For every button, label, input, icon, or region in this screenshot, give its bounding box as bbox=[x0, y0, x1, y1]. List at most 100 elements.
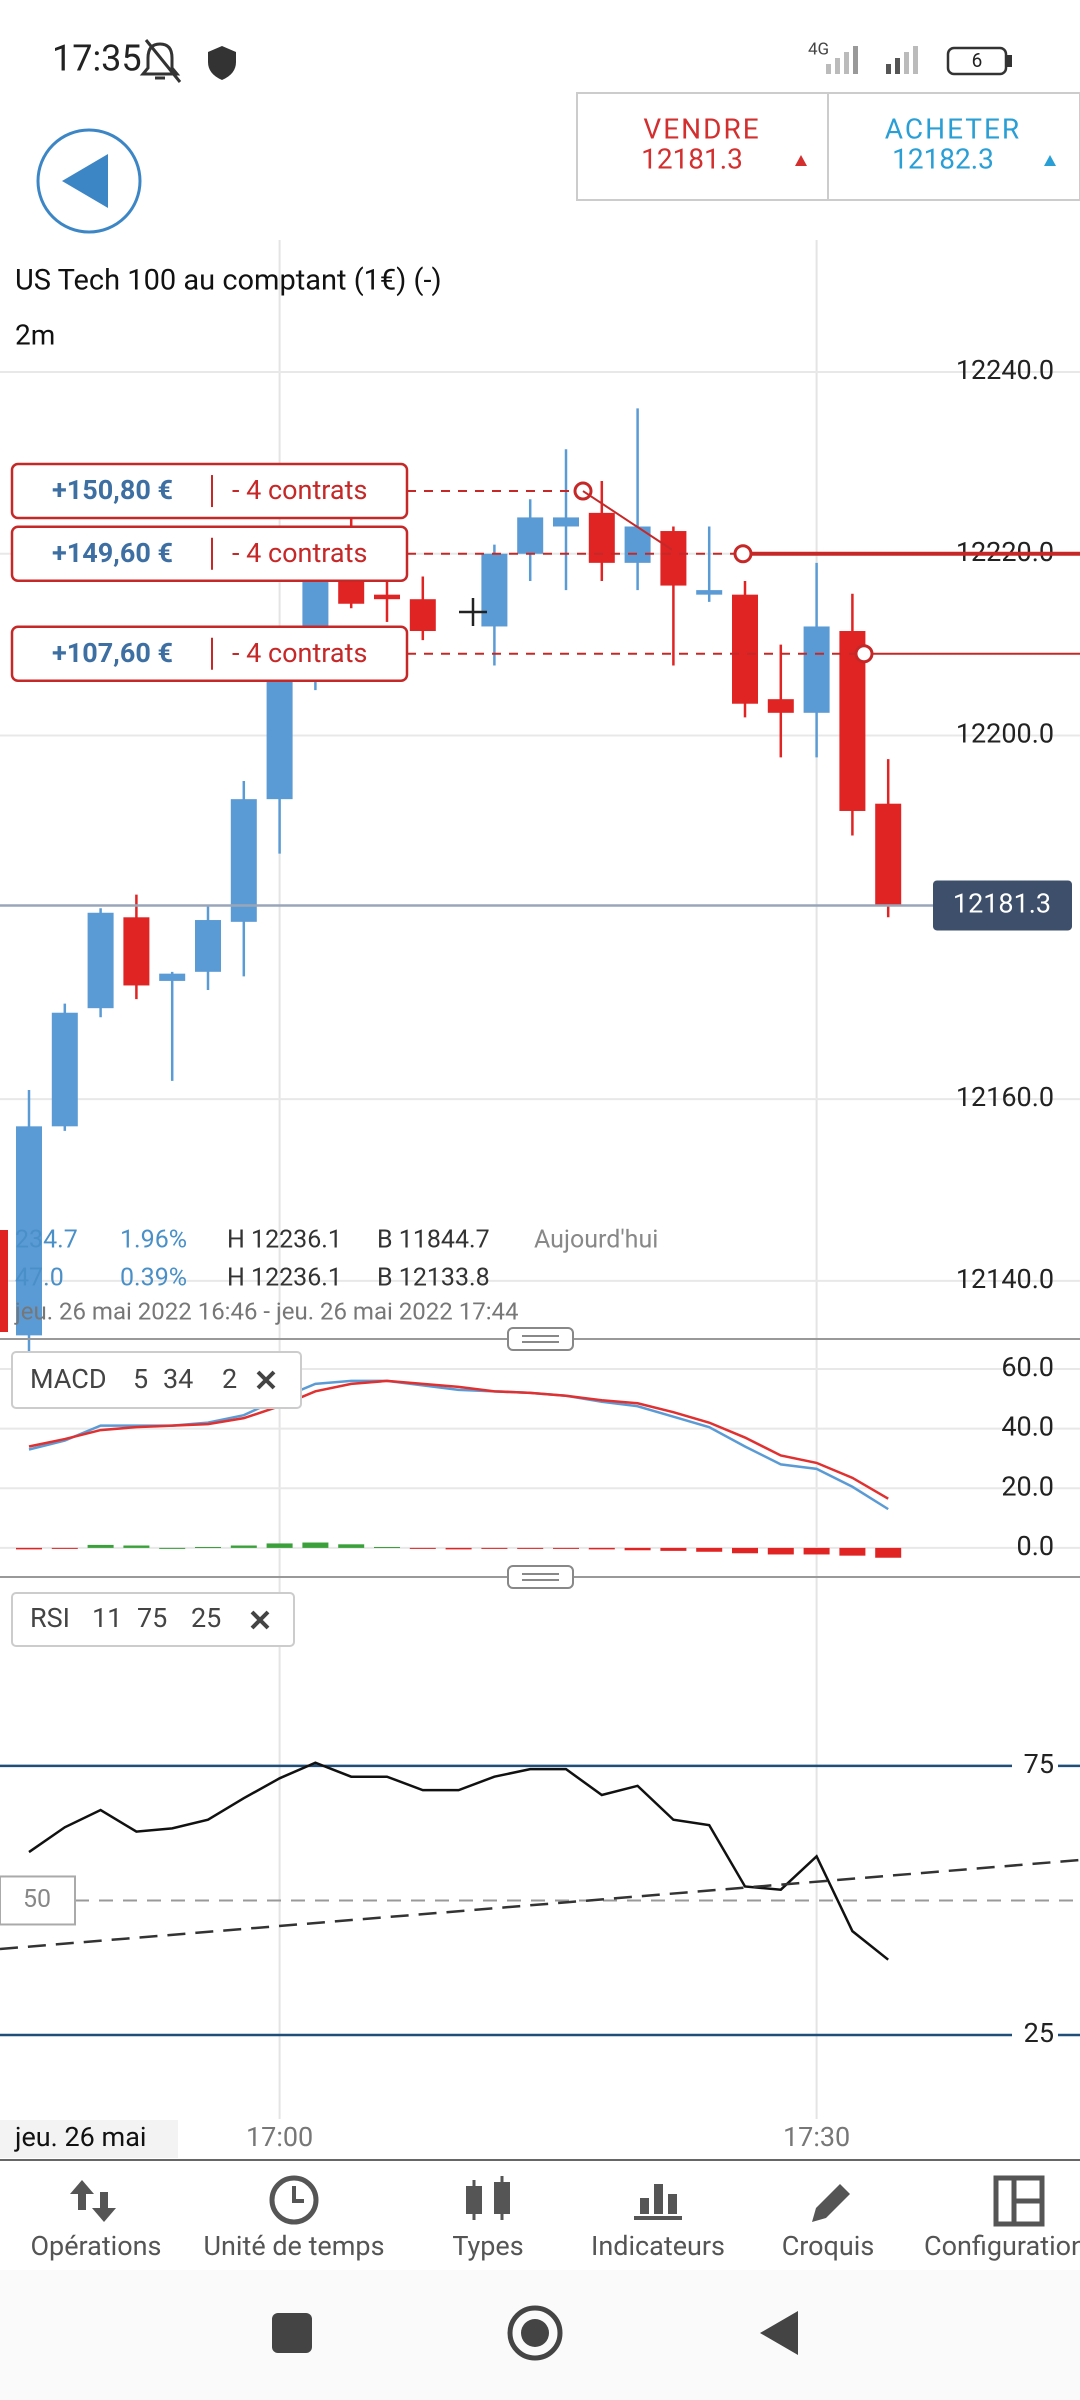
info-change: 47.0 bbox=[15, 1264, 64, 1293]
sell-label: VENDRE bbox=[643, 112, 760, 145]
info: 234.7 1.96% H 12236.1 B 11844.7 Aujourd'… bbox=[14, 1226, 658, 1326]
sell-arrow bbox=[795, 155, 807, 166]
rsi-legend-text: RSI 11 75 25 bbox=[30, 1602, 221, 1634]
histogram-bar bbox=[159, 1547, 186, 1549]
toolbar: Opérations Unité de temps Types Indicateurs… bbox=[30, 2230, 1080, 2262]
toolbar-label[interactable]: Unité de temps bbox=[204, 2230, 385, 2262]
battery-level: 6 bbox=[972, 49, 983, 72]
date-label-bg bbox=[0, 2120, 178, 2158]
close-icon[interactable] bbox=[256, 1370, 276, 1390]
last-price-label: 12181.3 bbox=[953, 888, 1051, 920]
shield-icon bbox=[208, 46, 236, 80]
network: 4G bbox=[808, 39, 829, 59]
trade-connector bbox=[582, 490, 673, 551]
toolbar-label[interactable]: Opérations bbox=[30, 2230, 161, 2262]
nav-home-dot bbox=[521, 2319, 549, 2347]
buy-label: ACHETER bbox=[885, 112, 1021, 145]
macd-legend-text: MACD 5 34 2 bbox=[30, 1363, 237, 1395]
order-label[interactable] bbox=[10, 462, 409, 520]
crosshair bbox=[459, 598, 487, 626]
candle-body bbox=[374, 594, 400, 600]
x-tick-label: 17:30 bbox=[783, 2121, 850, 2153]
y-tick-label: 75 bbox=[1024, 1748, 1054, 1780]
handle-lines bbox=[522, 1335, 559, 1343]
legend-param: 25 bbox=[191, 1602, 221, 1634]
battery-tip bbox=[1007, 55, 1012, 67]
histogram-bar bbox=[660, 1547, 687, 1551]
types-wick bbox=[472, 2176, 504, 2220]
legend-param: 34 bbox=[163, 1363, 193, 1395]
order-contracts: - 4 contrats bbox=[232, 637, 367, 669]
candle-body bbox=[16, 1126, 42, 1336]
histogram-bar bbox=[230, 1545, 257, 1548]
y-tick-label: 12140.0 bbox=[956, 1263, 1054, 1295]
timeframe: 2m bbox=[15, 318, 55, 351]
histogram-bar bbox=[875, 1547, 902, 1558]
histogram-bar bbox=[767, 1547, 794, 1555]
buy-price: 12182.3 bbox=[892, 142, 994, 175]
y-tick-label: 0.0 bbox=[1017, 1530, 1054, 1562]
x-tick-label: 17:00 bbox=[246, 2121, 313, 2153]
candle-body bbox=[87, 912, 114, 1009]
candle-body bbox=[588, 512, 615, 563]
legend-param: 75 bbox=[137, 1602, 167, 1634]
histogram-bar bbox=[87, 1544, 114, 1548]
histogram-bar bbox=[409, 1547, 436, 1549]
tick-label-bg bbox=[1012, 1750, 1058, 1781]
info-low: B 12133.8 bbox=[377, 1264, 490, 1293]
candle-body bbox=[553, 517, 579, 527]
histogram-bar bbox=[839, 1547, 866, 1556]
histogram-bar bbox=[803, 1547, 830, 1555]
order-pnl: +149,60 € bbox=[52, 537, 173, 569]
candle-body bbox=[338, 581, 365, 604]
legend-param: 11 bbox=[92, 1602, 122, 1634]
histogram-bar bbox=[16, 1547, 42, 1550]
resize-handle[interactable] bbox=[507, 1565, 574, 1589]
indicators-icon bbox=[654, 2184, 663, 2214]
indicators-icon bbox=[640, 2198, 649, 2214]
midline-label: 50 bbox=[23, 1885, 51, 1914]
nav-back[interactable] bbox=[760, 2311, 798, 2355]
histogram-bar bbox=[445, 1547, 472, 1550]
candle-body bbox=[51, 1012, 78, 1127]
order-contracts: - 4 contrats bbox=[232, 537, 367, 569]
histogram-bar bbox=[588, 1547, 615, 1550]
time-hand bbox=[292, 2186, 304, 2203]
y-tick-label: 12160.0 bbox=[956, 1081, 1054, 1113]
toolbar-label[interactable]: Configuration bbox=[924, 2230, 1080, 2262]
nav-home[interactable] bbox=[507, 2305, 563, 2361]
rsi-legend[interactable] bbox=[11, 1592, 295, 1647]
candle-body bbox=[266, 671, 293, 800]
sell-button[interactable]: VENDRE 12181.3 bbox=[641, 112, 807, 175]
order-label[interactable] bbox=[10, 525, 409, 583]
resize-handle[interactable] bbox=[507, 1327, 574, 1351]
status-time: 17:35 bbox=[52, 38, 142, 80]
candle-body bbox=[230, 799, 257, 922]
buy-button[interactable]: ACHETER 12182.3 bbox=[885, 112, 1056, 175]
macd-legend[interactable] bbox=[11, 1351, 302, 1409]
legend-label: RSI bbox=[30, 1602, 70, 1634]
info-pct: 1.96% bbox=[120, 1226, 187, 1255]
nav-recent[interactable] bbox=[272, 2313, 312, 2353]
series-line bbox=[28, 1379, 889, 1500]
toolbar-label[interactable]: Indicateurs bbox=[591, 2230, 725, 2262]
sketch-icon bbox=[812, 2184, 850, 2222]
x-axis-date: jeu. 26 mai bbox=[14, 2121, 146, 2153]
info-range: jeu. 26 mai 2022 16:46 - jeu. 26 mai 202… bbox=[14, 1297, 518, 1325]
operations-icon bbox=[70, 2180, 116, 2222]
battery bbox=[946, 46, 1008, 76]
y-tick-label: 12240.0 bbox=[956, 354, 1054, 386]
buy-arrow bbox=[1044, 155, 1056, 166]
y-tick-label: 40.0 bbox=[1001, 1411, 1054, 1443]
toolbar-label[interactable]: Types bbox=[452, 2230, 523, 2262]
toolbar-label[interactable]: Croquis bbox=[782, 2230, 875, 2262]
histogram-bar bbox=[338, 1544, 365, 1548]
series-line bbox=[28, 1761, 889, 1961]
config-icon-lines bbox=[1011, 2178, 1042, 2224]
order-label[interactable] bbox=[10, 625, 409, 682]
close-icon[interactable] bbox=[250, 1610, 270, 1630]
histogram-bar bbox=[517, 1547, 544, 1549]
info-high: H 12236.1 bbox=[227, 1226, 342, 1255]
candle-body bbox=[517, 517, 544, 554]
